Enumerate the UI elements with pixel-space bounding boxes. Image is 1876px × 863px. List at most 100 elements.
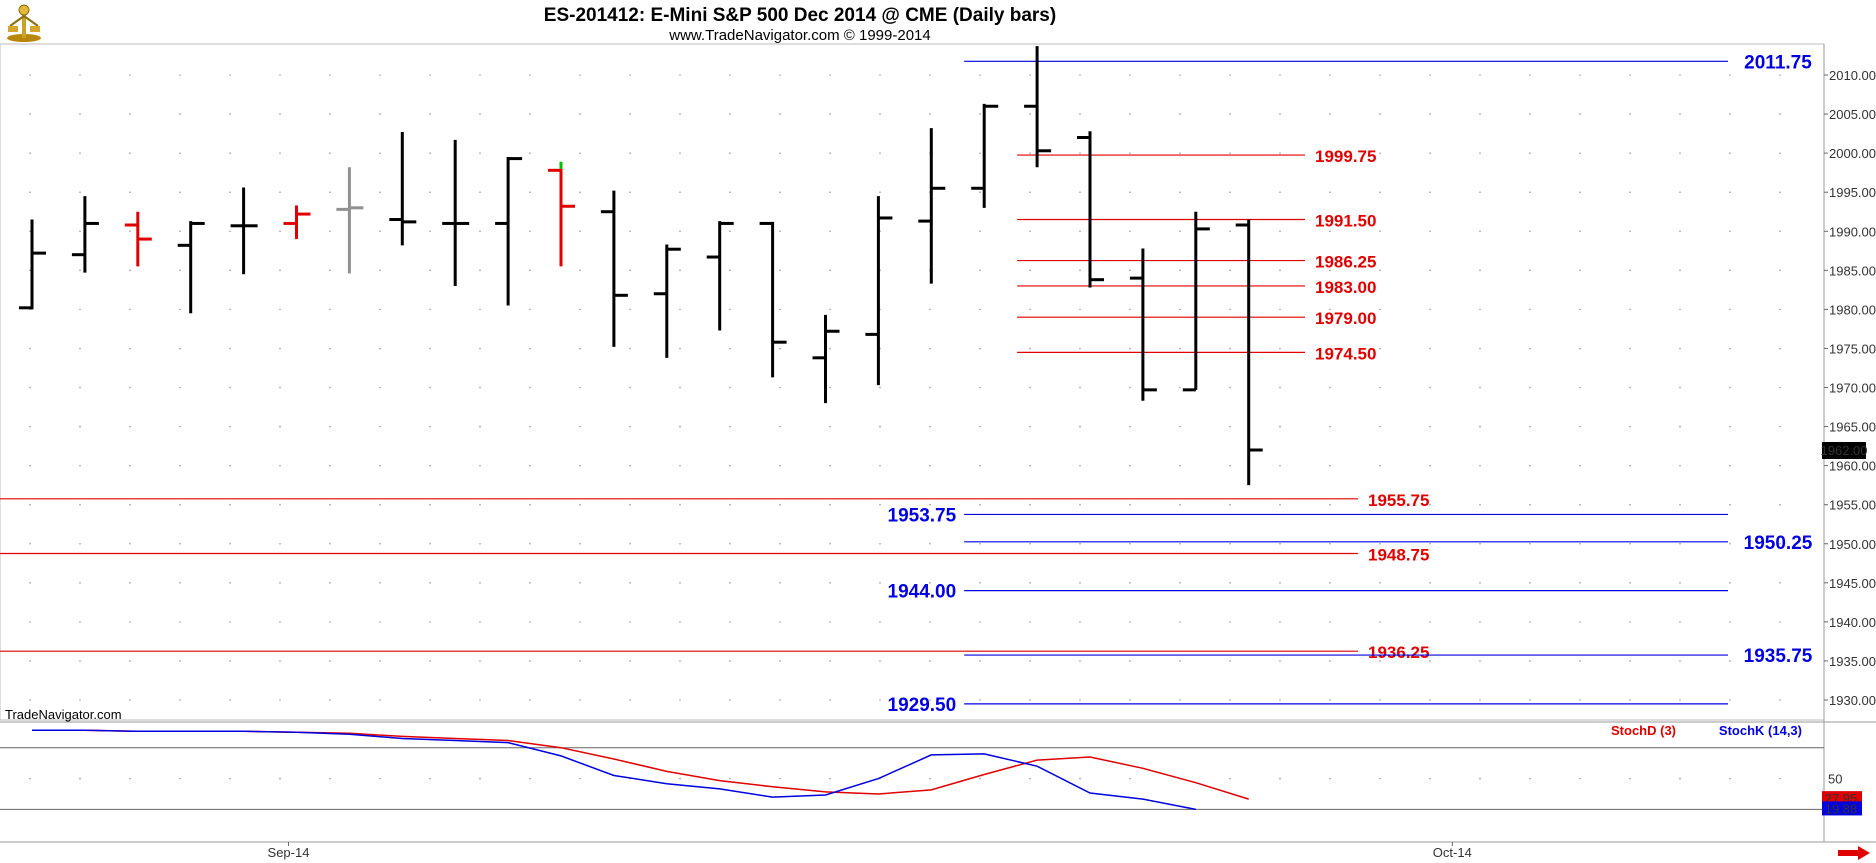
grid-dot bbox=[1679, 425, 1681, 428]
grid-dot bbox=[229, 777, 231, 780]
grid-dot bbox=[179, 582, 181, 584]
grid-dot bbox=[479, 347, 481, 350]
grid-dot bbox=[1379, 582, 1381, 584]
stoch-line-d bbox=[32, 729, 1249, 800]
grid-dot bbox=[1629, 230, 1631, 233]
grid-dot bbox=[129, 191, 131, 193]
grid-dot bbox=[279, 660, 281, 662]
grid-dot bbox=[779, 464, 781, 467]
grid-dot bbox=[279, 113, 281, 115]
grid-dot bbox=[579, 542, 581, 545]
grid-dot bbox=[1429, 503, 1431, 506]
grid-dot bbox=[179, 152, 181, 154]
grid-dot bbox=[1229, 660, 1231, 662]
grid-dot bbox=[329, 269, 331, 272]
grid-dot bbox=[679, 425, 681, 428]
grid-dot bbox=[529, 74, 531, 76]
price-tick-label: 2005.00 bbox=[1829, 107, 1876, 122]
grid-dot bbox=[729, 152, 731, 154]
grid-dot bbox=[879, 152, 881, 154]
grid-dot bbox=[1229, 425, 1231, 428]
grid-dot bbox=[479, 152, 481, 154]
grid-dot bbox=[1579, 699, 1581, 701]
grid-dot bbox=[379, 699, 381, 701]
grid-dot bbox=[279, 308, 281, 311]
grid-dot bbox=[829, 425, 831, 428]
grid-dot bbox=[129, 74, 131, 76]
grid-dot bbox=[1029, 386, 1031, 389]
grid-dot bbox=[1579, 230, 1581, 233]
grid-dot bbox=[929, 113, 931, 115]
grid-dot bbox=[779, 699, 781, 701]
grid-dot bbox=[279, 230, 281, 233]
grid-dot bbox=[1679, 777, 1681, 780]
grid-dot bbox=[429, 542, 431, 545]
grid-dot bbox=[29, 425, 31, 428]
grid-dot bbox=[1579, 582, 1581, 584]
grid-dot bbox=[1079, 308, 1081, 311]
grid-dot bbox=[479, 230, 481, 233]
grid-dot bbox=[779, 386, 781, 389]
grid-dot bbox=[1179, 425, 1181, 428]
grid-dot bbox=[379, 542, 381, 545]
grid-dot bbox=[1429, 113, 1431, 115]
grid-dot bbox=[1779, 269, 1781, 272]
grid-dot bbox=[1279, 191, 1281, 193]
grid-dot bbox=[1329, 621, 1331, 623]
grid-dots bbox=[29, 74, 1781, 701]
grid-dot bbox=[1029, 542, 1031, 545]
grid-dot bbox=[1579, 347, 1581, 350]
grid-dot bbox=[1179, 699, 1181, 701]
grid-dot bbox=[1479, 621, 1481, 623]
grid-dot bbox=[1529, 347, 1531, 350]
scroll-right-arrow-icon[interactable] bbox=[1838, 846, 1870, 860]
grid-dot bbox=[1179, 582, 1181, 584]
grid-dot bbox=[1429, 191, 1431, 193]
grid-dot bbox=[1729, 464, 1731, 467]
grid-dot bbox=[1379, 230, 1381, 233]
grid-dot bbox=[1279, 230, 1281, 233]
grid-dot bbox=[729, 113, 731, 115]
grid-dot bbox=[1529, 503, 1531, 506]
grid-dot bbox=[1779, 464, 1781, 467]
grid-dot bbox=[179, 425, 181, 428]
grid-dot bbox=[1779, 503, 1781, 506]
grid-dot bbox=[529, 699, 531, 701]
grid-dot bbox=[1079, 503, 1081, 506]
grid-dot bbox=[279, 503, 281, 506]
grid-dot bbox=[1329, 425, 1331, 428]
grid-dot bbox=[979, 347, 981, 350]
grid-dot bbox=[129, 230, 131, 233]
grid-dot bbox=[1529, 582, 1531, 584]
grid-dot bbox=[1279, 464, 1281, 467]
grid-dot bbox=[929, 74, 931, 76]
trade-navigator-logo-icon[interactable] bbox=[4, 2, 44, 44]
grid-dot bbox=[1279, 308, 1281, 311]
grid-dot bbox=[879, 74, 881, 76]
grid-dot bbox=[79, 269, 81, 272]
grid-dot bbox=[829, 660, 831, 662]
grid-dot bbox=[579, 660, 581, 662]
grid-dot bbox=[829, 191, 831, 193]
grid-dot bbox=[1179, 269, 1181, 272]
grid-dot bbox=[1129, 464, 1131, 467]
price-axis: 2010.00 2005.00 2000.00 1995.00 1990.00 1985.… bbox=[1824, 68, 1876, 708]
time-axis: Sep-14 Oct-14 bbox=[268, 842, 1472, 860]
grid-dot bbox=[1579, 74, 1581, 76]
grid-dot bbox=[1429, 308, 1431, 311]
grid-dot bbox=[279, 542, 281, 545]
grid-dot bbox=[79, 425, 81, 428]
grid-dot bbox=[1629, 582, 1631, 584]
grid-dot bbox=[1029, 699, 1031, 701]
grid-dot bbox=[329, 425, 331, 428]
grid-dot bbox=[1279, 582, 1281, 584]
grid-dot bbox=[29, 582, 31, 584]
grid-dot bbox=[1229, 230, 1231, 233]
grid-dot bbox=[829, 113, 831, 115]
grid-dot bbox=[929, 621, 931, 623]
grid-dot bbox=[479, 464, 481, 467]
grid-dot bbox=[1629, 152, 1631, 154]
grid-dot bbox=[229, 347, 231, 350]
grid-dot bbox=[679, 621, 681, 623]
grid-dot bbox=[379, 777, 381, 780]
